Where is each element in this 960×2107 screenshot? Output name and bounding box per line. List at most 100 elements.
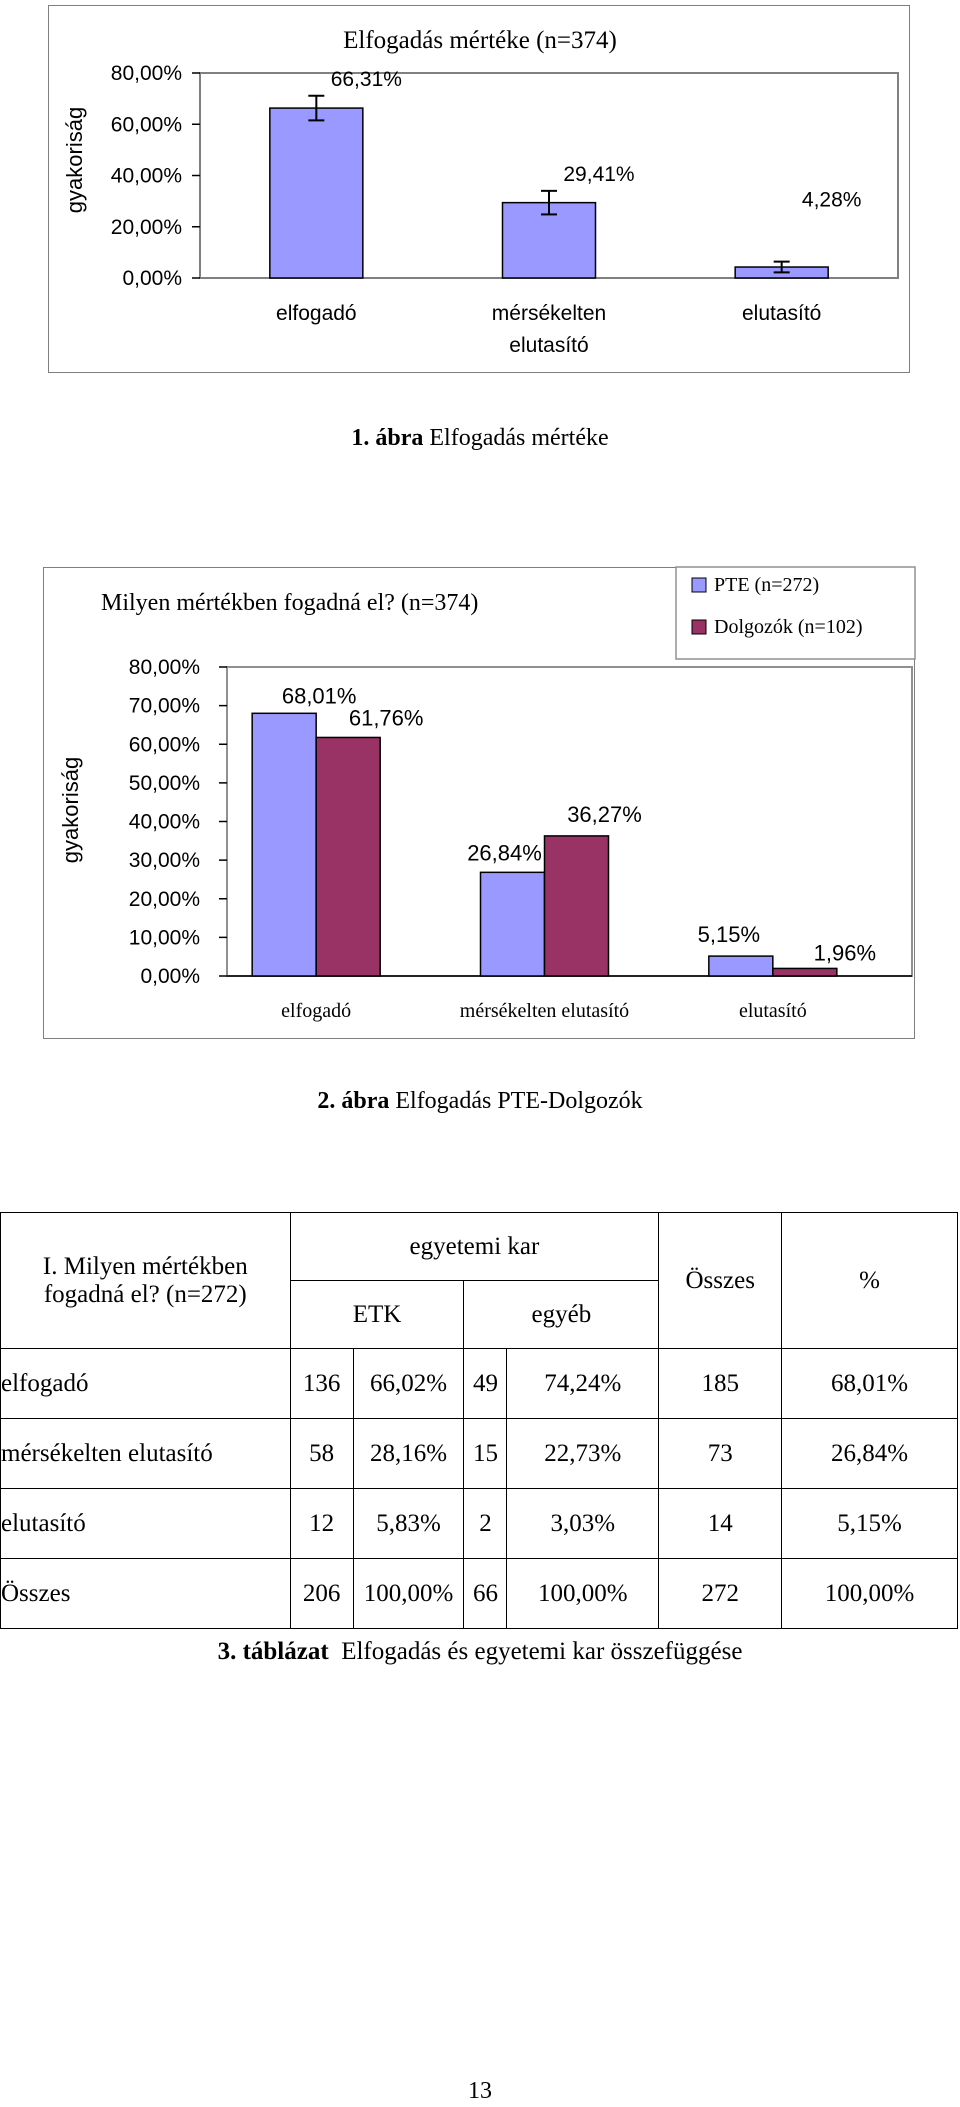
figure-1-caption-text: Elfogadás mértéke [429, 425, 609, 451]
table-3-caption-text: Elfogadás és egyetemi kar összefüggése [341, 1638, 743, 1665]
page-number: 13 [468, 2078, 492, 2104]
table-cell: 26,84% [781, 1418, 958, 1489]
data-label: 68,01% [282, 683, 357, 708]
legend-swatch [691, 577, 707, 593]
x-tick-label: mérsékelten [492, 302, 606, 325]
data-label: 66,31% [331, 68, 402, 91]
table-cell: 100,00% [781, 1558, 958, 1629]
table-row-label: elutasító [0, 1488, 291, 1559]
table-cell: 2 [463, 1488, 508, 1559]
y-tick-label: 50,00% [129, 772, 200, 795]
data-label: 1,96% [814, 940, 876, 965]
y-tick-label: 80,00% [111, 62, 182, 85]
legend-box [675, 566, 916, 660]
table-3-caption: 3. táblázat Elfogadás és egyetemi kar ös… [0, 1638, 960, 1666]
data-label: 29,41% [563, 163, 634, 186]
table-header-pct: % [781, 1212, 958, 1349]
table-cell: 49 [463, 1348, 508, 1419]
bar [315, 736, 381, 977]
figure-1-chart: Elfogadás mértéke (n=374) gyakoriság 80,00… [62, 27, 899, 357]
legend-label: Dolgozók (n=102) [714, 616, 862, 638]
y-tick-label: 30,00% [129, 849, 200, 872]
table-question-cell: I. Milyen mértékben fogadná el? (n=272) [0, 1212, 291, 1349]
y-tick-label: 0,00% [122, 267, 182, 290]
figure-1-frame [48, 5, 910, 373]
table-row-label: mérsékelten elutasító [0, 1418, 291, 1489]
table-cell: 185 [658, 1348, 783, 1419]
bar [772, 967, 838, 977]
bar [251, 712, 317, 977]
table-header-row-2: ETK egyéb [1, 1280, 958, 1349]
table-3-caption-number: 3. táblázat [217, 1638, 329, 1665]
figure-2-caption-number: 2. ábra [317, 1088, 390, 1114]
table-cell: 100,00% [352, 1558, 465, 1629]
x-tick-label: elutasító [509, 334, 588, 357]
bar [708, 955, 774, 977]
table-cell: 58 [289, 1418, 354, 1489]
table-cell: 28,16% [352, 1418, 465, 1489]
y-axis-label: gyakoriság [58, 757, 83, 863]
table-row: elfogadó 136 66,02% 49 74,24% 185 68,01% [0, 1348, 958, 1419]
table-header-etk: ETK [289, 1280, 465, 1349]
y-tick-label: 70,00% [129, 695, 200, 718]
y-axis-label: gyakoriság [62, 107, 87, 213]
y-tick-label: 40,00% [111, 165, 182, 188]
table-row-label: Összes [0, 1558, 291, 1629]
y-tick-label: 80,00% [129, 656, 200, 679]
chart-title: Milyen mértékben fogadná el? (n=374) [101, 590, 478, 616]
table-cell: 5,83% [352, 1488, 465, 1559]
table-cell: 14 [658, 1488, 783, 1559]
data-label: 5,15% [698, 922, 760, 947]
table-row: Összes 206 100,00% 66 100,00% 272 100,00… [0, 1558, 958, 1629]
table-cell: 15 [463, 1418, 508, 1489]
y-tick-label: 0,00% [140, 965, 200, 988]
table-cell: 100,00% [506, 1558, 660, 1629]
bar [543, 835, 610, 977]
y-tick-label: 60,00% [111, 113, 182, 136]
legend-label: PTE (n=272) [714, 574, 819, 596]
y-tick-label: 20,00% [111, 216, 182, 239]
legend-swatch [691, 619, 707, 635]
table-cell: 136 [289, 1348, 354, 1419]
table-header-total: Összes [658, 1212, 783, 1349]
figure-1-caption: 1. ábra Elfogadás mértéke [0, 425, 960, 452]
table-cell: 68,01% [781, 1348, 958, 1419]
table-group-header: egyetemi kar [289, 1212, 660, 1281]
acceptance-faculty-table: I. Milyen mértékben fogadná el? (n=272) … [0, 1212, 958, 1629]
x-tick-label: elutasító [739, 1000, 807, 1022]
figure-2-chart: Milyen mértékben fogadná el? (n=374) gyak… [58, 566, 916, 1022]
table-cell: 73 [658, 1418, 783, 1489]
data-label: 4,28% [802, 189, 862, 212]
table-cell: 66 [463, 1558, 508, 1629]
figure-1-caption-number: 1. ábra [351, 425, 424, 451]
chart-title: Elfogadás mértéke (n=374) [343, 27, 617, 54]
y-tick-label: 40,00% [129, 811, 200, 834]
table-row-label: elfogadó [0, 1348, 291, 1419]
data-label: 61,76% [349, 705, 424, 730]
figure-2-caption-text: Elfogadás PTE-Dolgozók [395, 1088, 643, 1114]
table-cell: 272 [658, 1558, 783, 1629]
table-header-row-1: I. Milyen mértékben fogadná el? (n=272) … [0, 1212, 958, 1349]
table-row: mérsékelten elutasító 58 28,16% 15 22,73… [0, 1418, 958, 1489]
bar [479, 871, 546, 977]
data-label: 26,84% [467, 840, 542, 865]
table-row: elutasító 12 5,83% 2 3,03% 14 5,15% [0, 1488, 958, 1559]
data-label: 36,27% [567, 802, 642, 827]
table-cell: 66,02% [352, 1348, 465, 1419]
table-question-line-2: fogadná el? (n=272) [43, 1280, 247, 1308]
table-cell: 12 [289, 1488, 354, 1559]
y-tick-label: 10,00% [129, 926, 200, 949]
table-cell: 206 [289, 1558, 354, 1629]
table-cell: 3,03% [506, 1488, 660, 1559]
table-cell: 74,24% [506, 1348, 660, 1419]
table-cell: 22,73% [506, 1418, 660, 1489]
figure-2-caption: 2. ábra Elfogadás PTE-Dolgozók [0, 1088, 960, 1115]
table-cell: 5,15% [781, 1488, 958, 1559]
table-question-line-1: I. Milyen mértékben [42, 1252, 248, 1280]
x-tick-label: elutasító [742, 302, 821, 325]
table-header-egyeb: egyéb [463, 1280, 660, 1349]
y-tick-label: 60,00% [129, 733, 200, 756]
x-tick-label: elfogadó [276, 302, 357, 325]
y-tick-label: 20,00% [129, 888, 200, 911]
x-tick-label: mérsékelten elutasító [460, 1000, 629, 1022]
